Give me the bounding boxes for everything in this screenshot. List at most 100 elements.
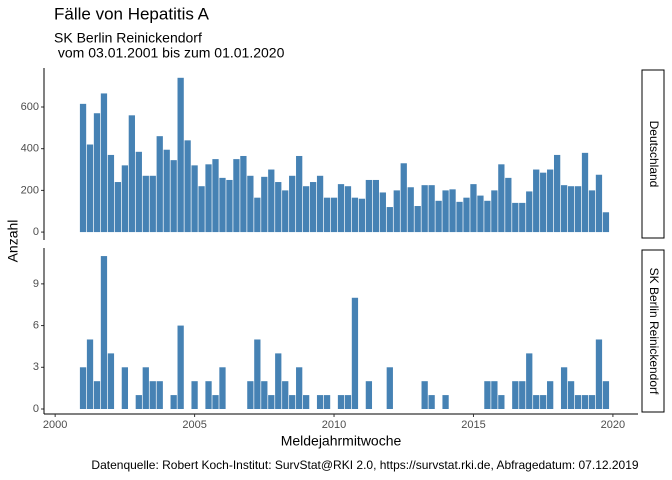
bar [107, 154, 115, 233]
bar [309, 182, 317, 233]
y-tick-label: 0 [33, 226, 39, 238]
bar [316, 175, 324, 233]
bar [574, 186, 582, 233]
bar [261, 381, 268, 409]
bar [282, 190, 289, 233]
chart-title: Fälle von Hepatitis A [54, 4, 210, 23]
bar [456, 201, 463, 233]
bar [477, 195, 484, 233]
bar [275, 182, 282, 233]
y-tick-label: 0 [33, 403, 39, 415]
bar [86, 144, 94, 233]
bar [93, 381, 101, 409]
bar [519, 381, 526, 409]
bar [588, 190, 596, 233]
bar [505, 177, 512, 233]
bar [595, 339, 603, 409]
bar [296, 155, 303, 233]
bar [351, 197, 359, 233]
bar [421, 185, 428, 233]
bar [289, 395, 296, 409]
bar [107, 353, 115, 409]
bar [303, 186, 310, 233]
bar [567, 186, 575, 233]
bar [428, 185, 435, 233]
bar [261, 176, 268, 233]
bar [400, 163, 407, 233]
x-axis-label: Meldejahrmitwoche [281, 433, 402, 449]
bar [484, 200, 491, 233]
bar [212, 159, 219, 233]
bar [282, 381, 289, 409]
bar [170, 395, 177, 409]
bar [337, 184, 345, 233]
bar [240, 155, 247, 233]
bar [393, 190, 400, 233]
bar [212, 395, 219, 409]
bar [79, 367, 87, 409]
bar [365, 381, 373, 409]
bar [121, 165, 129, 233]
bar [386, 367, 393, 409]
bar [435, 200, 442, 233]
bar [114, 182, 122, 233]
bar [191, 381, 198, 409]
bar [491, 190, 498, 233]
bar [226, 179, 233, 233]
bar [330, 197, 338, 233]
bar [547, 381, 554, 409]
bar [449, 189, 456, 233]
bar [358, 198, 366, 233]
bar [149, 175, 156, 233]
y-tick-label: 400 [21, 143, 39, 155]
bar [247, 175, 254, 233]
bar [344, 395, 352, 409]
bar [428, 395, 435, 409]
bar [247, 381, 254, 409]
bar [414, 206, 421, 233]
subtitle: SK Berlin Reinickendorf [54, 30, 202, 46]
strip [641, 69, 665, 239]
bar [254, 197, 261, 233]
bar [128, 115, 135, 233]
bar [386, 207, 393, 233]
bar [337, 395, 345, 409]
bar [588, 395, 596, 409]
bar [142, 367, 149, 409]
bar [100, 256, 108, 409]
bar [602, 381, 610, 409]
bar [233, 159, 240, 233]
bar [86, 339, 94, 409]
x-tick-label: 2010 [322, 419, 346, 431]
strip-label: Deutschland [647, 121, 661, 188]
bar [379, 192, 386, 233]
bar [323, 395, 331, 409]
bar [156, 381, 163, 409]
bar [142, 175, 149, 233]
bar [533, 395, 540, 409]
bar [421, 381, 428, 409]
x-tick-label: 2020 [601, 419, 625, 431]
bar [205, 381, 212, 409]
caption: Datenquelle: Robert Koch-Institut: SurvS… [91, 458, 638, 472]
bar [205, 164, 212, 233]
y-tick-label: 600 [21, 101, 39, 113]
bar [574, 395, 582, 409]
bar [470, 184, 477, 233]
bar [547, 169, 554, 233]
bar [484, 381, 491, 409]
y-tick-label: 3 [33, 361, 39, 373]
bar [254, 339, 261, 409]
bar [540, 172, 547, 233]
bar [442, 190, 449, 233]
bar [533, 169, 540, 233]
bar [540, 395, 547, 409]
bar [581, 395, 589, 409]
bar [177, 77, 184, 233]
strip [641, 249, 665, 413]
bar [289, 175, 296, 233]
bar [344, 186, 352, 233]
bar [156, 136, 163, 233]
subtitle: vom 03.01.2001 bis zum 01.01.2020 [54, 45, 285, 61]
